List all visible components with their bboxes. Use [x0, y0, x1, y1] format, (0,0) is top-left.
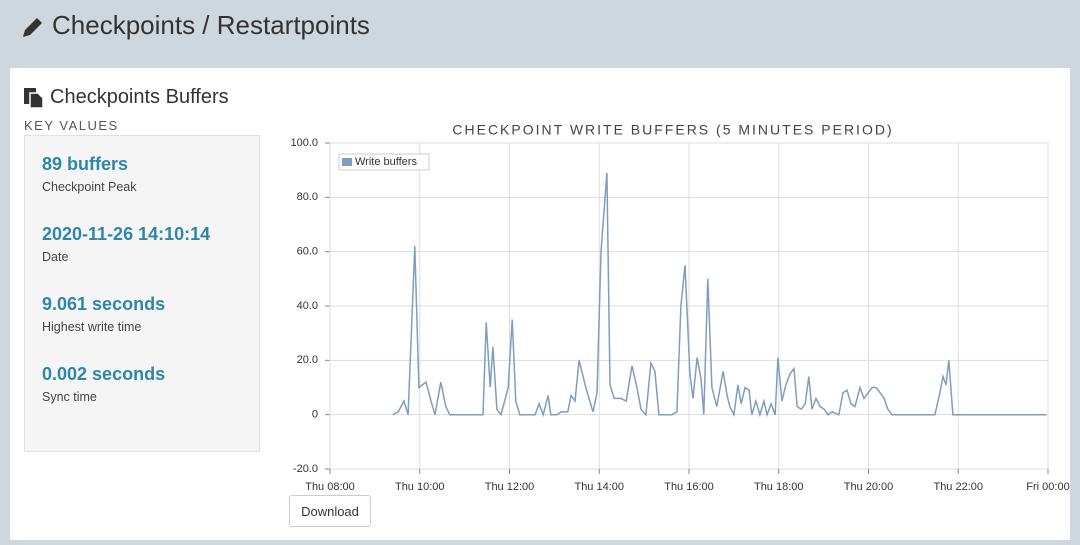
x-tick-label: Thu 14:00	[574, 481, 624, 493]
key-value: 2020-11-26 14:10:14	[42, 224, 211, 244]
y-tick-label: 20.0	[297, 354, 318, 366]
legend-label: Write buffers	[355, 156, 417, 168]
x-tick-label: Fri 00:00	[1026, 481, 1069, 493]
key-label: Date	[42, 250, 69, 264]
copy-icon	[24, 88, 44, 109]
x-tick-label: Thu 08:00	[305, 481, 355, 493]
key-value: 0.002 seconds	[42, 364, 166, 384]
key-values: 89 buffers Checkpoint Peak 2020-11-26 14:1…	[24, 135, 260, 452]
download-button[interactable]: Download	[289, 495, 371, 527]
key-label: Checkpoint Peak	[42, 180, 137, 194]
x-tick-label: Thu 22:00	[933, 481, 983, 493]
x-tick-label: Thu 10:00	[395, 481, 445, 493]
key-label: Highest write time	[42, 320, 142, 334]
page-title: Checkpoints / Restartpoints	[52, 10, 370, 40]
x-tick-label: Thu 18:00	[754, 481, 804, 493]
y-tick-label: -20.0	[293, 463, 318, 475]
legend-swatch	[342, 158, 352, 166]
y-tick-label: 0	[312, 409, 318, 421]
x-tick-label: Thu 20:00	[844, 481, 894, 493]
key-value: 9.061 seconds	[42, 294, 166, 314]
panel-title: Checkpoints Buffers	[50, 86, 229, 108]
x-tick-label: Thu 12:00	[485, 481, 535, 493]
chart-title: CHECKPOINT WRITE BUFFERS (5 MINUTES PERI…	[452, 122, 893, 138]
series-line	[392, 172, 1047, 418]
y-tick-label: 60.0	[297, 246, 318, 258]
key-value: 89 buffers	[42, 154, 129, 174]
y-tick-label: 40.0	[297, 300, 318, 312]
x-tick-label: Thu 16:00	[664, 481, 714, 493]
y-tick-label: 80.0	[297, 191, 318, 203]
legend-box	[338, 153, 430, 171]
section-label: KEY VALUES	[24, 118, 119, 133]
y-tick-label: 100.0	[290, 137, 318, 149]
pencil-icon	[23, 18, 42, 37]
key-label: Sync time	[42, 390, 97, 404]
